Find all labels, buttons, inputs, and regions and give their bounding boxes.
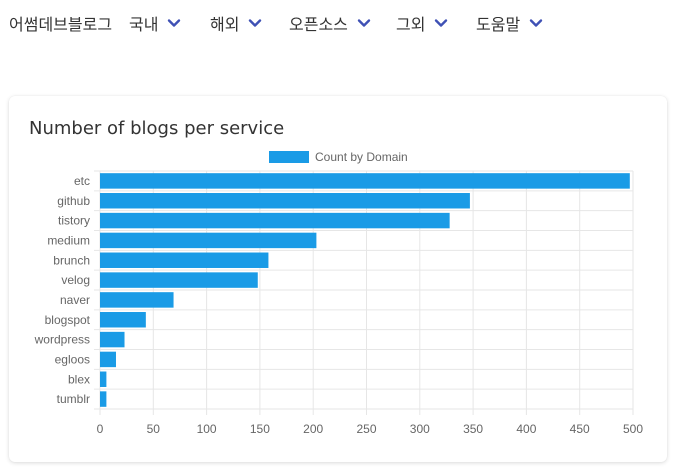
nav-menu-label: 해외 [210, 15, 240, 34]
bar-blogspot [100, 312, 146, 328]
x-tick-label: 400 [516, 422, 536, 436]
y-tick-label: naver [60, 293, 90, 307]
bar-egloos [100, 351, 116, 368]
brand-logo[interactable]: 어썸데브블로그 [9, 15, 113, 34]
x-tick-label: 150 [250, 422, 270, 436]
bar-github [100, 193, 470, 209]
bar-naver [100, 292, 174, 308]
nav-menu-opensource[interactable]: 오픈소스 [289, 11, 372, 35]
y-tick-label: github [57, 194, 90, 208]
y-tick-label: blex [68, 372, 90, 386]
nav-menu-etc[interactable]: 그외 [396, 11, 449, 35]
bar-tistory [100, 212, 450, 229]
chevron-down-icon [529, 19, 543, 27]
y-tick-label: etc [74, 174, 90, 188]
legend-label: Count by Domain [315, 150, 408, 164]
x-tick-label: 350 [463, 422, 483, 436]
legend-swatch [269, 151, 309, 163]
chevron-down-icon [168, 19, 181, 27]
nav-menu-label: 오픈소스 [289, 15, 348, 34]
bar-velog [100, 272, 258, 288]
nav-menu-label: 도움말 [476, 15, 521, 34]
y-tick-label: blogspot [45, 313, 91, 327]
x-tick-label: 250 [356, 422, 376, 436]
bar-etc [100, 173, 630, 189]
x-tick-label: 300 [410, 422, 430, 436]
card-title: Number of blogs per service [29, 118, 285, 139]
bar-blex [100, 371, 107, 387]
y-tick-label: egloos [55, 352, 90, 366]
bar-brunch [100, 252, 269, 268]
x-tick-label: 500 [623, 422, 643, 436]
bar-wordpress [100, 331, 125, 348]
x-tick-label: 100 [197, 422, 217, 436]
x-tick-label: 450 [570, 422, 590, 436]
y-tick-label: velog [61, 273, 90, 287]
chevron-down-icon [357, 19, 371, 27]
nav-menu-label: 그외 [396, 15, 426, 34]
nav-menu-label: 국내 [129, 15, 159, 34]
bar-chart: 0 50 100 150 200 250 300 350 400 450 500 etc github t… [34, 150, 644, 436]
bar-tumblr [100, 391, 107, 407]
y-tick-label: wordpress [34, 333, 90, 347]
x-tick-label: 0 [97, 422, 104, 436]
top-navbar: 어썸데브블로그 국내 해외 오픈소스 그외 도움말 [0, 0, 677, 44]
nav-menu-overseas[interactable]: 해외 [210, 11, 263, 35]
x-tick-label: 200 [303, 422, 323, 436]
x-tick-label: 50 [147, 422, 161, 436]
y-tick-label: tumblr [57, 392, 90, 406]
chart-card: Number of blogs per service 0 50 100 150 200… [9, 96, 667, 462]
bar-medium [100, 232, 317, 249]
y-tick-label: tistory [58, 214, 90, 228]
y-tick-label: medium [47, 233, 90, 247]
nav-menu-help[interactable]: 도움말 [476, 11, 544, 35]
chevron-down-icon [435, 19, 448, 27]
nav-menu-domestic[interactable]: 국내 [129, 11, 182, 35]
y-tick-label: brunch [53, 253, 90, 267]
chevron-down-icon [249, 19, 262, 27]
